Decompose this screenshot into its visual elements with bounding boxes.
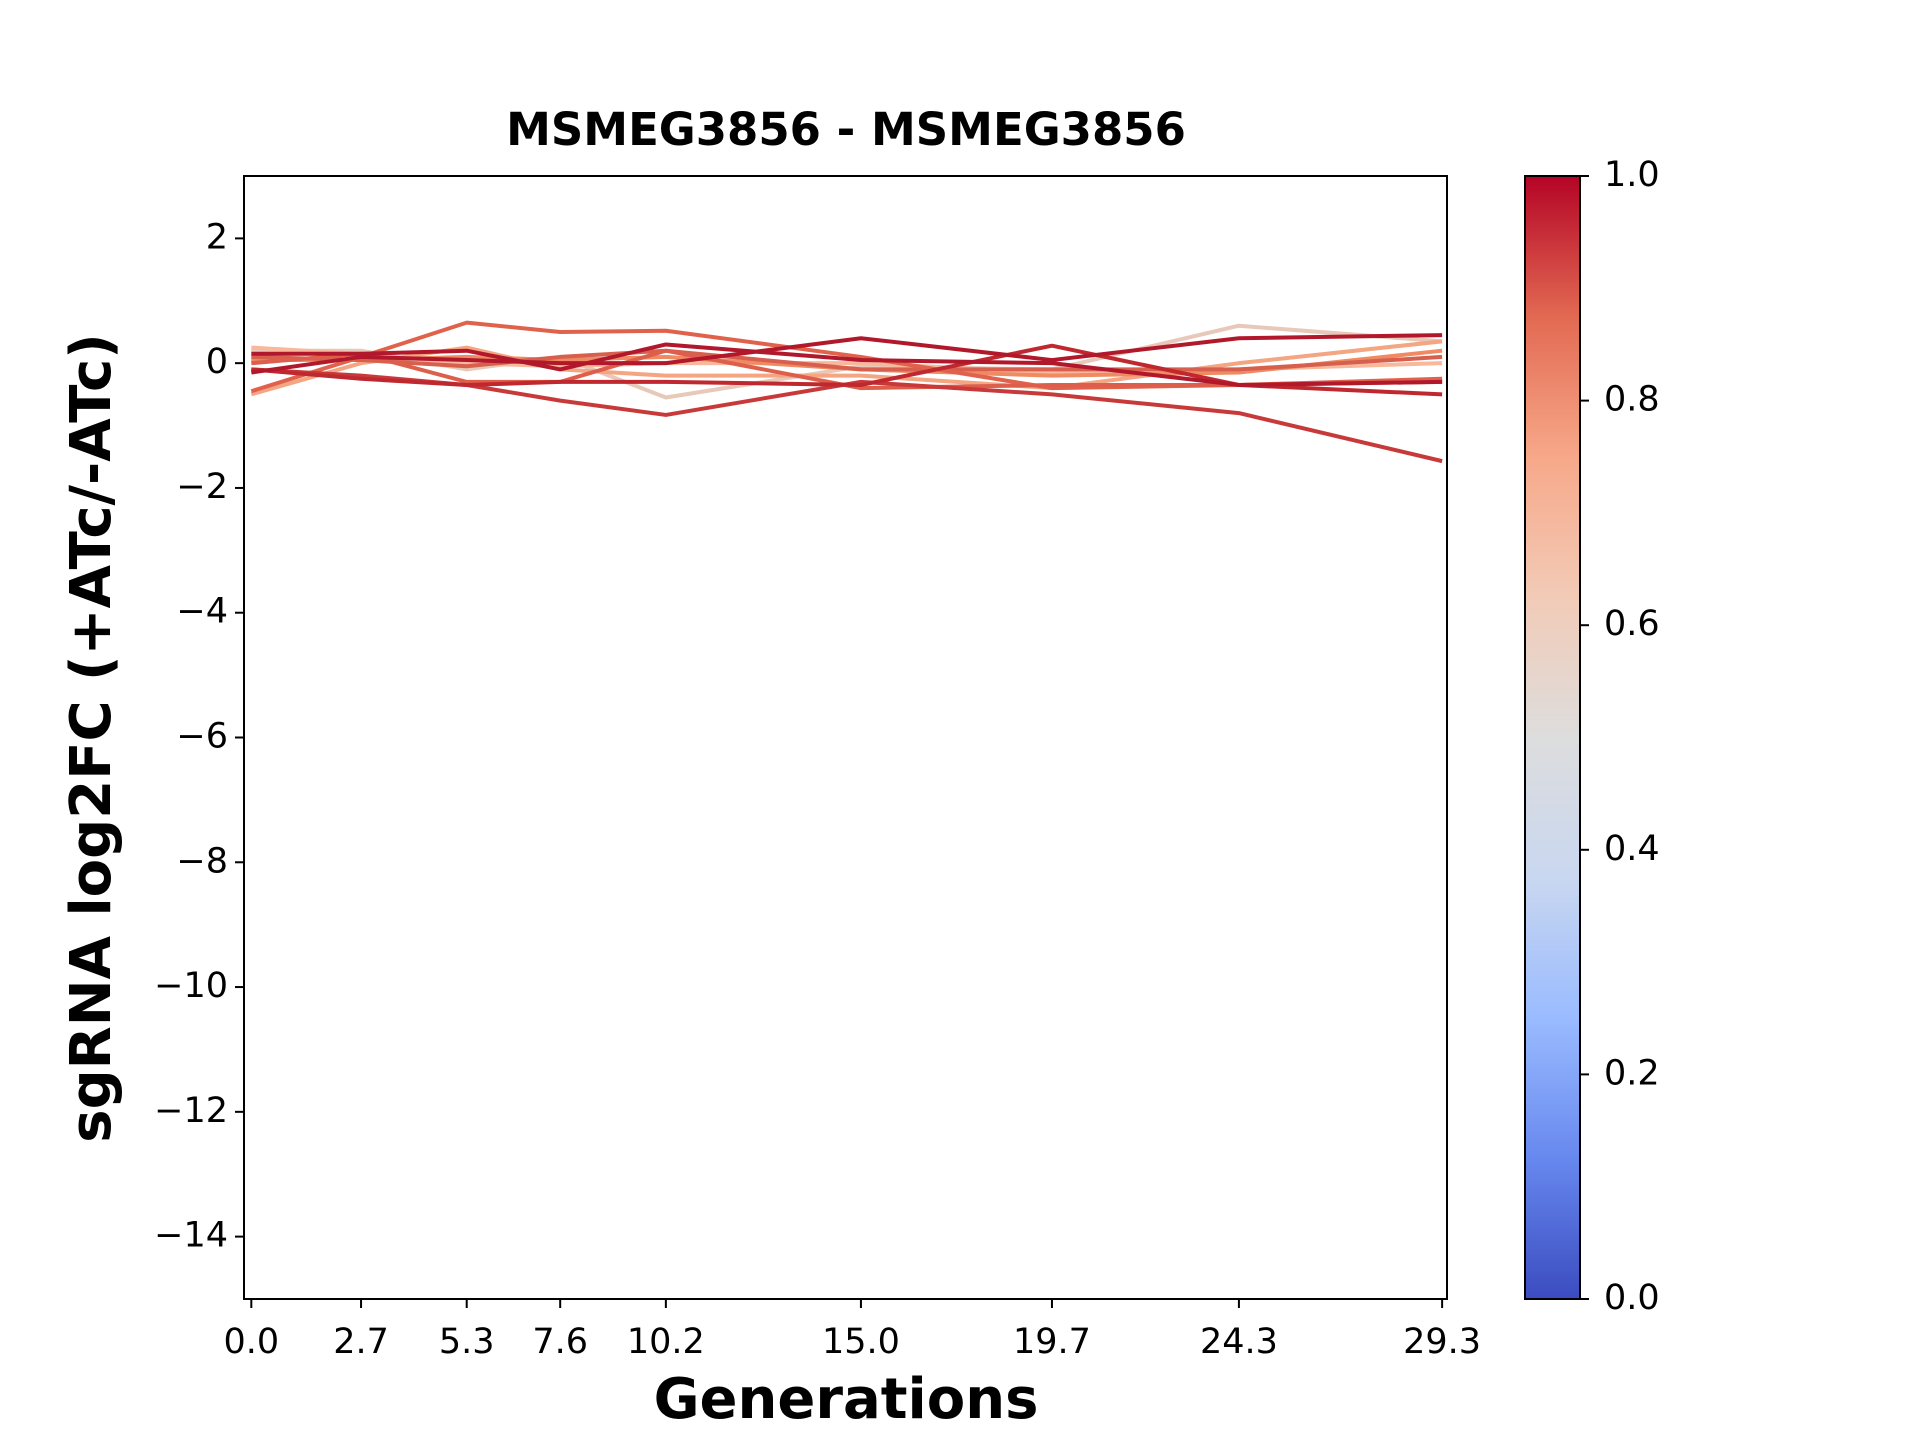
- y-tick-label: −14: [154, 1216, 228, 1256]
- y-axis-label: sgRNA log2FC (+ATc/-ATc): [59, 333, 124, 1143]
- colorbar-tick-label: 0.6: [1604, 604, 1660, 644]
- x-axis-label: Generations: [654, 1367, 1039, 1432]
- x-tick-label: 2.7: [333, 1322, 389, 1362]
- colorbar-tick-label: 0.2: [1604, 1053, 1660, 1093]
- colorbar: [1524, 175, 1581, 1300]
- series-line: [251, 367, 1443, 464]
- y-tick-label: −8: [176, 841, 228, 881]
- colorbar-tick-label: 0.8: [1604, 380, 1660, 420]
- colorbar-tick-label: 0.0: [1604, 1278, 1660, 1318]
- y-tick-label: −10: [154, 966, 228, 1006]
- x-tick-label: 29.3: [1403, 1322, 1481, 1362]
- x-tick-label: 24.3: [1200, 1322, 1278, 1362]
- series-line: [251, 348, 1443, 391]
- x-tick-label: 15.0: [822, 1322, 900, 1362]
- y-tick-label: −2: [176, 467, 228, 507]
- y-tick-label: −6: [176, 717, 228, 757]
- colorbar-tick-label: 0.4: [1604, 829, 1660, 869]
- x-tick-label: 19.7: [1013, 1322, 1091, 1362]
- y-tick-label: −4: [176, 592, 228, 632]
- series-line: [251, 343, 1443, 397]
- x-tick-label: 7.6: [532, 1322, 588, 1362]
- series-line: [251, 342, 1443, 387]
- plot-frame: [243, 175, 1448, 1300]
- chart-title: MSMEG3856 - MSMEG3856: [506, 103, 1186, 156]
- y-tick-label: 0: [206, 342, 228, 382]
- x-tick-label: 10.2: [627, 1322, 705, 1362]
- series-line: [251, 333, 1443, 375]
- x-tick-label: 5.3: [439, 1322, 495, 1362]
- y-tick-label: −12: [154, 1091, 228, 1131]
- x-tick-label: 0.0: [223, 1322, 279, 1362]
- colorbar-tick-label: 1.0: [1604, 155, 1660, 195]
- y-tick-label: 2: [206, 217, 228, 257]
